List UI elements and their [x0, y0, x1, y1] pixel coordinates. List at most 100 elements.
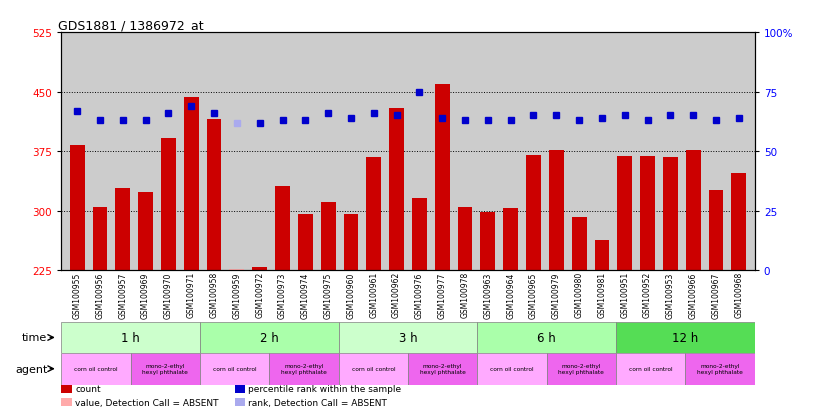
- Bar: [115, 188, 131, 271]
- Text: GDS1881 / 1386972_at: GDS1881 / 1386972_at: [58, 19, 203, 32]
- Bar: [526, 156, 541, 271]
- Text: GSM100967: GSM100967: [712, 271, 721, 318]
- Bar: [138, 193, 153, 271]
- Text: GSM100966: GSM100966: [689, 271, 698, 318]
- Text: GSM100974: GSM100974: [301, 271, 310, 318]
- Bar: [235, 398, 245, 406]
- Bar: [549, 151, 564, 271]
- Text: GSM100963: GSM100963: [483, 271, 492, 318]
- Bar: [321, 202, 335, 271]
- Text: corn oil control: corn oil control: [352, 366, 395, 371]
- Bar: [161, 138, 176, 271]
- Text: GSM100971: GSM100971: [187, 271, 196, 318]
- Text: count: count: [75, 385, 100, 393]
- Bar: [200, 353, 269, 385]
- Text: GSM100978: GSM100978: [460, 271, 469, 318]
- Bar: [640, 157, 655, 271]
- Text: GSM100955: GSM100955: [73, 271, 82, 318]
- Bar: [252, 267, 267, 271]
- Text: GSM100970: GSM100970: [164, 271, 173, 318]
- Bar: [595, 240, 610, 271]
- Bar: [572, 218, 587, 271]
- Text: GSM100965: GSM100965: [529, 271, 538, 318]
- Bar: [92, 208, 108, 271]
- Bar: [685, 353, 755, 385]
- Text: GSM100973: GSM100973: [278, 271, 287, 318]
- Bar: [731, 173, 747, 271]
- Bar: [184, 98, 198, 271]
- Text: mono-2-ethyl
hexyl phthalate: mono-2-ethyl hexyl phthalate: [697, 363, 743, 374]
- Text: GSM100964: GSM100964: [506, 271, 515, 318]
- Text: mono-2-ethyl
hexyl phthalate: mono-2-ethyl hexyl phthalate: [558, 363, 605, 374]
- Bar: [547, 353, 616, 385]
- Text: rank, Detection Call = ABSENT: rank, Detection Call = ABSENT: [248, 398, 388, 407]
- Bar: [61, 353, 131, 385]
- Text: GSM100956: GSM100956: [95, 271, 104, 318]
- Text: GSM100968: GSM100968: [734, 271, 743, 318]
- Bar: [344, 214, 358, 271]
- Bar: [435, 85, 450, 271]
- Text: 3 h: 3 h: [399, 331, 417, 344]
- Text: GSM100960: GSM100960: [347, 271, 356, 318]
- Bar: [663, 157, 678, 271]
- Text: GSM100951: GSM100951: [620, 271, 629, 318]
- Bar: [708, 190, 724, 271]
- Text: mono-2-ethyl
hexyl phthalate: mono-2-ethyl hexyl phthalate: [281, 363, 327, 374]
- Text: mono-2-ethyl
hexyl phthalate: mono-2-ethyl hexyl phthalate: [142, 363, 188, 374]
- Bar: [69, 145, 85, 271]
- Text: mono-2-ethyl
hexyl phthalate: mono-2-ethyl hexyl phthalate: [419, 363, 466, 374]
- Text: percentile rank within the sample: percentile rank within the sample: [248, 385, 401, 393]
- Bar: [200, 322, 339, 353]
- Text: GSM100961: GSM100961: [370, 271, 379, 318]
- Bar: [275, 187, 290, 271]
- Text: corn oil control: corn oil control: [490, 366, 534, 371]
- Text: GSM100962: GSM100962: [392, 271, 401, 318]
- Text: GSM100981: GSM100981: [597, 271, 606, 318]
- Bar: [269, 353, 339, 385]
- Bar: [206, 120, 221, 271]
- Bar: [229, 269, 244, 271]
- Text: value, Detection Call = ABSENT: value, Detection Call = ABSENT: [75, 398, 219, 407]
- Bar: [458, 208, 472, 271]
- Text: GSM100975: GSM100975: [324, 271, 333, 318]
- Bar: [616, 353, 685, 385]
- Text: GSM100952: GSM100952: [643, 271, 652, 318]
- Text: 1 h: 1 h: [122, 331, 140, 344]
- Bar: [339, 322, 477, 353]
- Text: GSM100958: GSM100958: [210, 271, 219, 318]
- Bar: [389, 108, 404, 271]
- Text: GSM100957: GSM100957: [118, 271, 127, 318]
- Text: GSM100979: GSM100979: [552, 271, 561, 318]
- Bar: [412, 199, 427, 271]
- Text: agent: agent: [15, 364, 47, 374]
- Bar: [131, 353, 200, 385]
- Bar: [339, 353, 408, 385]
- Bar: [298, 214, 313, 271]
- Text: 12 h: 12 h: [672, 331, 698, 344]
- Bar: [408, 353, 477, 385]
- Bar: [235, 385, 245, 393]
- Text: GSM100980: GSM100980: [574, 271, 583, 318]
- Text: GSM100953: GSM100953: [666, 271, 675, 318]
- Text: 6 h: 6 h: [538, 331, 556, 344]
- Bar: [61, 385, 72, 393]
- Bar: [366, 157, 381, 271]
- Text: GSM100969: GSM100969: [141, 271, 150, 318]
- Text: 2 h: 2 h: [260, 331, 278, 344]
- Bar: [477, 353, 547, 385]
- Bar: [481, 213, 495, 271]
- Text: time: time: [22, 332, 47, 343]
- Bar: [618, 157, 632, 271]
- Bar: [685, 151, 701, 271]
- Text: corn oil control: corn oil control: [74, 366, 118, 371]
- Text: corn oil control: corn oil control: [629, 366, 672, 371]
- Text: corn oil control: corn oil control: [213, 366, 256, 371]
- Text: GSM100977: GSM100977: [437, 271, 446, 318]
- Text: GSM100976: GSM100976: [415, 271, 424, 318]
- Text: GSM100959: GSM100959: [233, 271, 242, 318]
- Bar: [61, 398, 72, 406]
- Bar: [503, 209, 518, 271]
- Bar: [477, 322, 616, 353]
- Bar: [61, 322, 200, 353]
- Bar: [616, 322, 755, 353]
